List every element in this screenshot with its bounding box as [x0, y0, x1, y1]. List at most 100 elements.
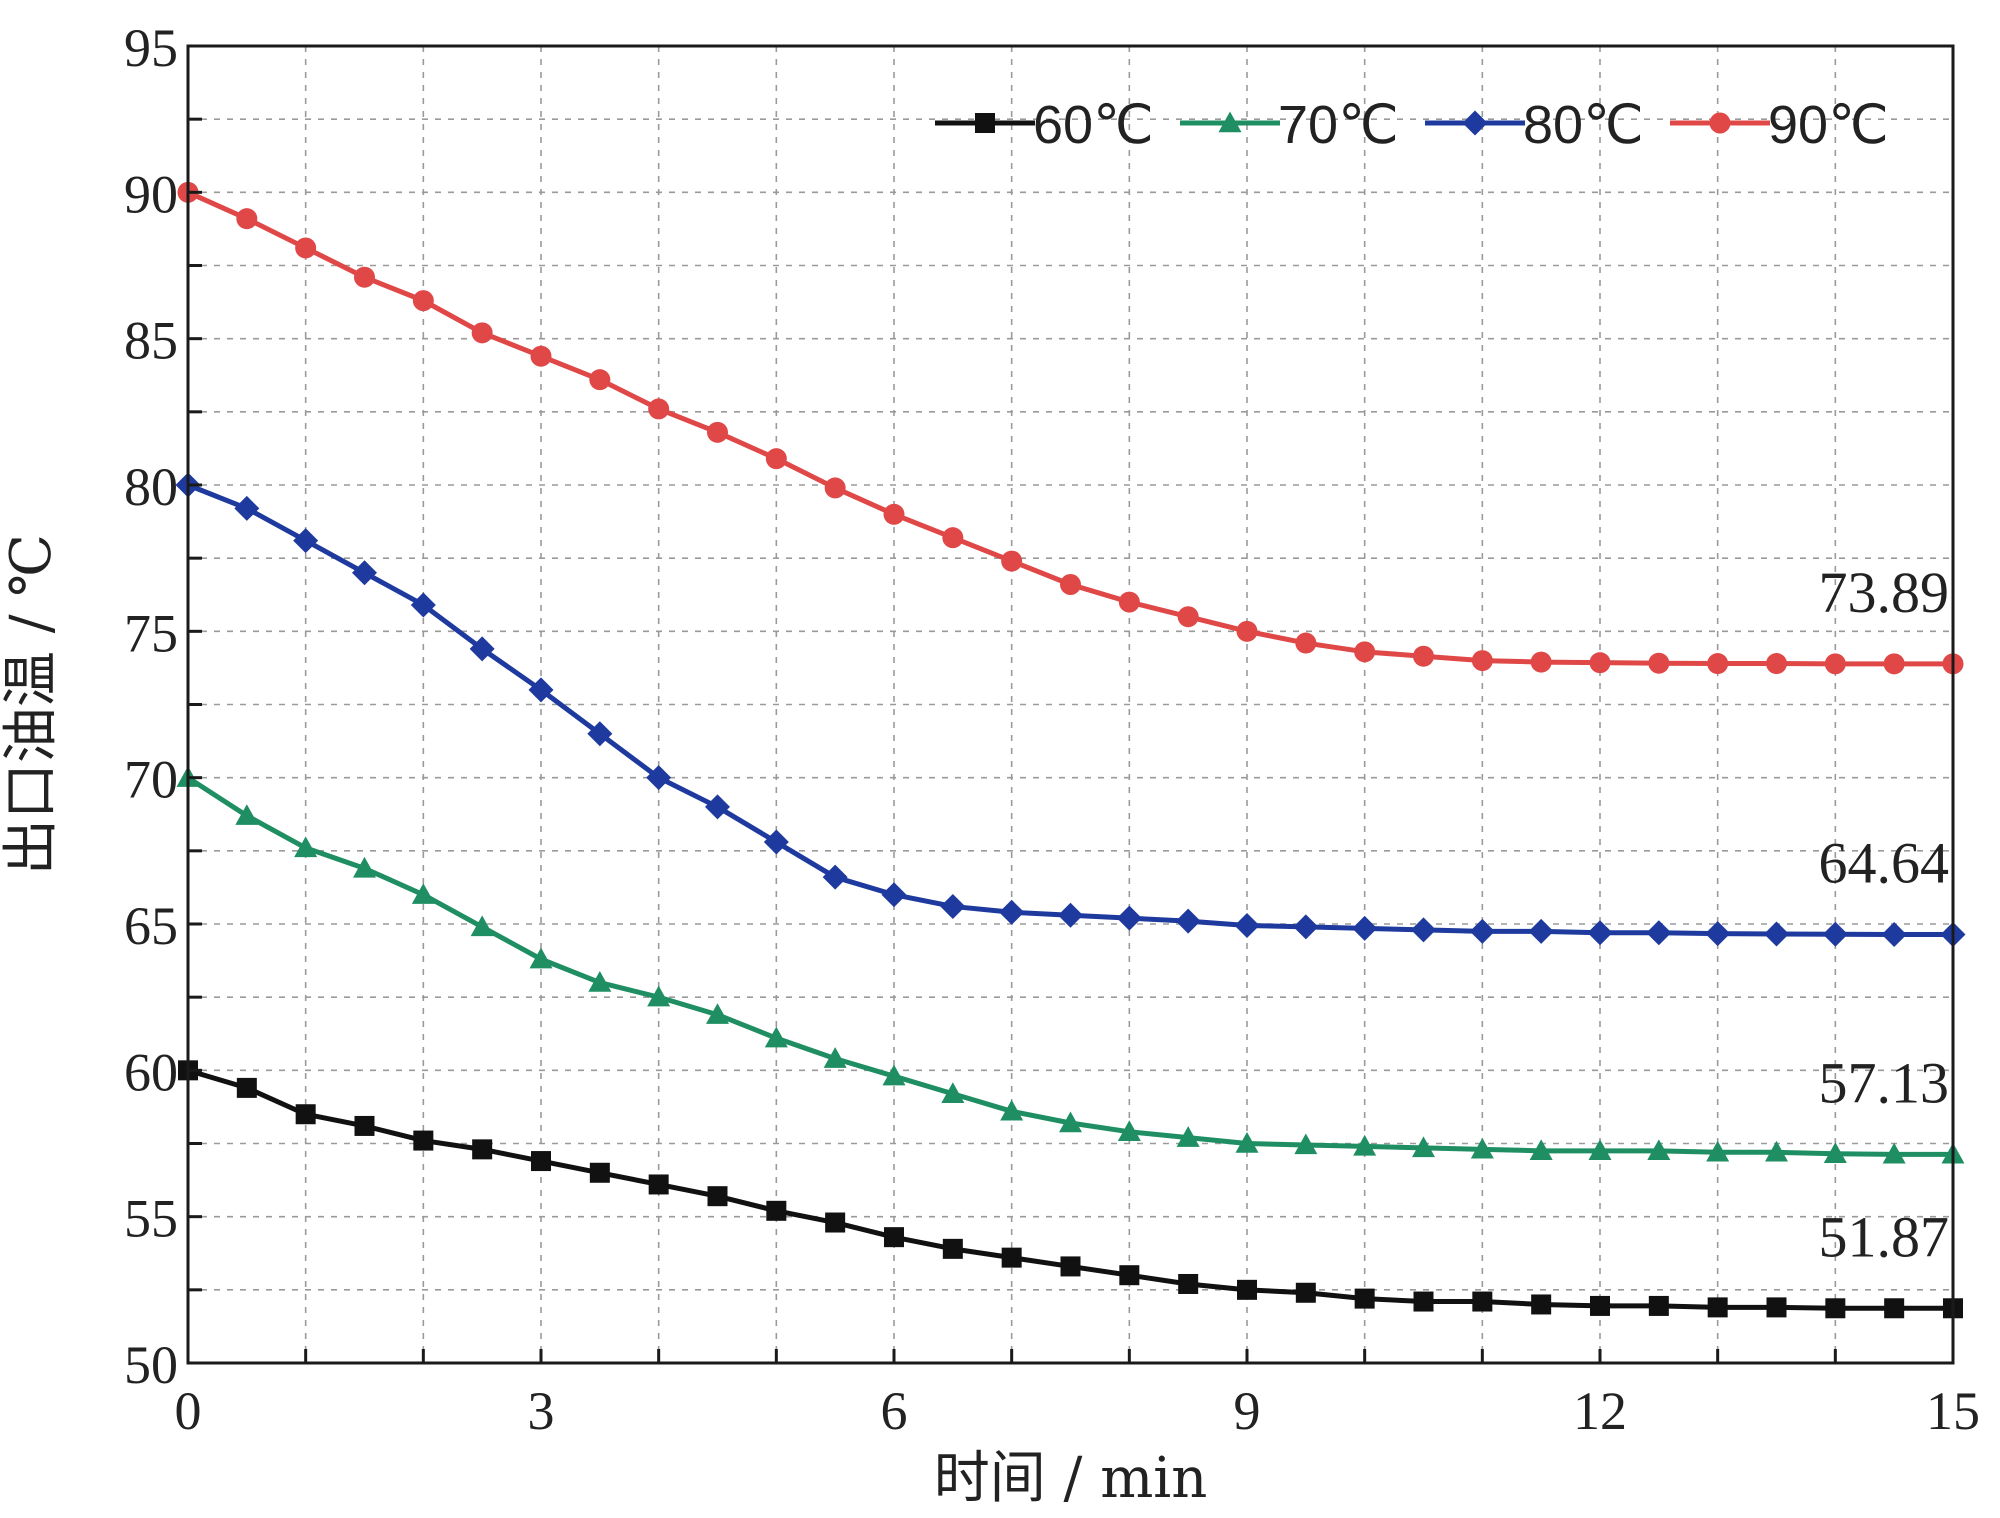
- data-point-square: [1354, 1288, 1375, 1309]
- data-point-circle: [824, 477, 846, 499]
- data-point-diamond: [1822, 921, 1848, 947]
- data-point-triangle: [588, 971, 612, 992]
- y-tick-label: 60: [124, 1042, 178, 1102]
- data-point-diamond: [763, 829, 789, 855]
- y-tick-label: 75: [124, 603, 178, 663]
- data-point-square: [472, 1139, 493, 1160]
- y-tick-label: 50: [124, 1335, 178, 1395]
- data-point-circle: [707, 421, 728, 443]
- data-point-diamond: [528, 677, 554, 703]
- data-point-triangle: [1059, 1111, 1082, 1133]
- data-point-triangle: [235, 804, 259, 825]
- legend-label: 90℃: [1768, 95, 1889, 155]
- data-point-diamond: [940, 893, 966, 919]
- data-point-triangle: [706, 1003, 729, 1024]
- data-point-circle: [1589, 652, 1611, 674]
- data-point-diamond: [1764, 921, 1789, 947]
- data-point-triangle: [1412, 1136, 1435, 1158]
- data-point-circle: [589, 369, 611, 391]
- x-tick-label: 3: [528, 1381, 555, 1441]
- legend-item: 80℃: [1425, 95, 1644, 155]
- data-point-square: [295, 1104, 316, 1125]
- y-tick-label: 85: [124, 311, 178, 371]
- data-point-circle: [295, 237, 317, 259]
- data-point-triangle: [823, 1047, 847, 1068]
- data-point-diamond: [587, 721, 613, 747]
- data-point-triangle: [1823, 1142, 1847, 1163]
- tick-labels: 0 3 6 9 12 15 50 55 60 65 70 75 80 85 90 95: [124, 18, 1980, 1441]
- data-point-circle: [1471, 650, 1493, 672]
- legend-item: 60℃: [935, 95, 1154, 155]
- end-value-label: 73.89: [1819, 560, 1950, 625]
- data-point-triangle: [529, 947, 553, 969]
- data-point-diamond: [1705, 921, 1731, 947]
- x-tick-label: 0: [175, 1381, 202, 1441]
- data-point-circle: [942, 527, 964, 549]
- data-point-square: [648, 1174, 669, 1195]
- data-point-triangle: [1176, 1126, 1200, 1147]
- data-point-triangle: [1470, 1137, 1494, 1159]
- data-point-triangle: [1882, 1142, 1906, 1164]
- data-point-diamond: [469, 636, 495, 662]
- data-point-circle: [236, 208, 258, 230]
- data-point-circle: [471, 322, 493, 344]
- data-point-circle: [354, 266, 375, 288]
- data-point-square: [825, 1212, 846, 1233]
- data-point-square: [1178, 1273, 1199, 1294]
- data-point-circle: [1236, 620, 1258, 642]
- y-axis-label: 出口油温 / ℃: [0, 534, 64, 875]
- data-point-triangle: [1235, 1132, 1259, 1153]
- x-tick-label: 9: [1234, 1381, 1261, 1441]
- data-point-circle: [1295, 632, 1317, 654]
- data-point-circle: [530, 345, 552, 367]
- series-triangle: [176, 766, 1965, 1164]
- data-point-diamond: [1116, 905, 1142, 931]
- data-point-diamond: [1462, 110, 1488, 136]
- y-tick-label: 55: [124, 1189, 178, 1249]
- grid: [188, 46, 1953, 1363]
- data-point-diamond: [1293, 914, 1319, 940]
- data-point-square: [531, 1151, 551, 1172]
- data-point-diamond: [352, 560, 377, 586]
- legend-label: 60℃: [1033, 95, 1154, 155]
- data-point-circle: [648, 398, 670, 420]
- y-tick-label: 80: [124, 457, 178, 517]
- data-point-square: [1472, 1291, 1493, 1312]
- data-point-triangle: [1353, 1134, 1377, 1156]
- end-value-label: 57.13: [1819, 1050, 1950, 1115]
- legend-item: 90℃: [1670, 95, 1889, 155]
- data-point-diamond: [234, 495, 260, 521]
- data-point-diamond: [1587, 920, 1613, 946]
- data-point-diamond: [646, 765, 672, 791]
- data-point-triangle: [294, 836, 318, 858]
- y-tick-label: 70: [124, 750, 178, 810]
- data-point-square: [884, 1227, 904, 1248]
- data-point-triangle: [470, 915, 494, 937]
- end-labels: 51.87 57.13 64.64 73.89: [1819, 560, 1950, 1269]
- data-point-diamond: [1469, 918, 1495, 944]
- legend-label: 70℃: [1278, 95, 1399, 155]
- data-point-diamond: [1058, 902, 1083, 928]
- data-point-square: [1766, 1297, 1787, 1318]
- data-point-circle: [1824, 653, 1846, 675]
- data-point-square: [707, 1186, 728, 1207]
- data-point-triangle: [1588, 1139, 1612, 1161]
- data-point-triangle: [1647, 1139, 1671, 1161]
- data-point-triangle: [1529, 1139, 1553, 1161]
- data-point-square: [942, 1238, 963, 1259]
- axis-ticks: [186, 44, 1955, 1365]
- data-point-square: [1237, 1279, 1257, 1300]
- data-point-square: [1648, 1295, 1669, 1316]
- data-point-circle: [1354, 641, 1376, 663]
- data-point-square: [589, 1162, 610, 1183]
- data-point-circle: [883, 503, 905, 525]
- y-tick-label: 95: [124, 18, 178, 78]
- data-point-triangle: [941, 1082, 965, 1103]
- data-point-diamond: [881, 882, 907, 908]
- data-point-diamond: [1646, 920, 1672, 946]
- data-point-square: [1001, 1247, 1022, 1268]
- data-point-square: [1590, 1295, 1610, 1316]
- data-point-triangle: [882, 1064, 906, 1086]
